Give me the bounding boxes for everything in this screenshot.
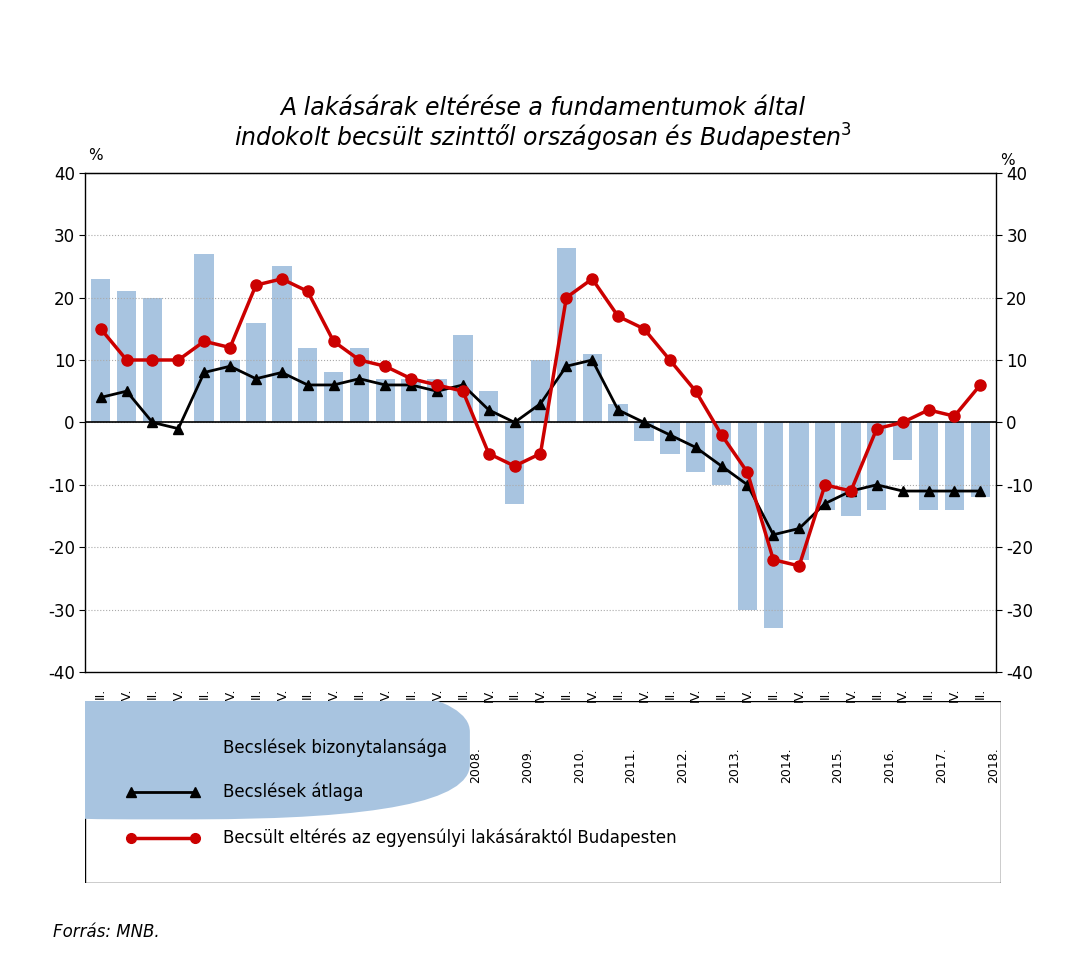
Text: IV.: IV. <box>586 687 599 702</box>
Text: IV.: IV. <box>689 687 702 702</box>
Bar <box>454 335 473 422</box>
Text: IV.: IV. <box>224 687 236 702</box>
Bar <box>220 360 240 422</box>
Text: II.: II. <box>922 687 935 699</box>
Bar <box>557 248 576 422</box>
Text: II.: II. <box>767 687 780 699</box>
Bar <box>324 372 343 422</box>
Text: 2009.: 2009. <box>521 747 534 782</box>
Bar <box>919 422 938 510</box>
Bar <box>892 422 913 460</box>
Bar <box>298 348 317 422</box>
Bar <box>349 348 370 422</box>
Text: IV.: IV. <box>741 687 754 702</box>
Text: 2016.: 2016. <box>883 747 897 782</box>
Bar <box>686 422 705 472</box>
Bar <box>583 354 602 422</box>
Bar <box>816 422 835 510</box>
Text: 2011.: 2011. <box>624 747 638 782</box>
Text: indokolt becsült szinttől országosan és Budapesten$^{3}$: indokolt becsült szinttől országosan és … <box>234 121 852 154</box>
Text: IV.: IV. <box>948 687 961 702</box>
Bar <box>841 422 861 516</box>
Text: 2003.: 2003. <box>211 747 224 782</box>
Bar <box>376 379 395 422</box>
Text: IV.: IV. <box>171 687 185 702</box>
Bar <box>195 253 214 422</box>
Text: 2015.: 2015. <box>832 747 845 782</box>
Bar <box>764 422 783 629</box>
Text: 2007.: 2007. <box>417 747 430 782</box>
Text: IV.: IV. <box>896 687 910 702</box>
Text: IV.: IV. <box>482 687 495 702</box>
Bar <box>867 422 886 510</box>
Text: IV.: IV. <box>430 687 443 702</box>
Bar <box>246 323 265 422</box>
Text: IV.: IV. <box>275 687 289 702</box>
Bar <box>272 266 292 422</box>
Text: II.: II. <box>353 687 366 699</box>
Text: II.: II. <box>973 687 987 699</box>
Text: 2014.: 2014. <box>780 747 792 782</box>
Bar <box>970 422 990 497</box>
Text: 2001.: 2001. <box>108 747 120 782</box>
Text: 2005.: 2005. <box>314 747 327 782</box>
Text: II.: II. <box>198 687 211 699</box>
Bar <box>789 422 809 560</box>
Text: 2008.: 2008. <box>470 747 482 782</box>
Bar <box>608 403 627 422</box>
Text: Becslések átlaga: Becslések átlaga <box>223 782 363 802</box>
Text: II.: II. <box>663 687 676 699</box>
Text: IV.: IV. <box>120 687 133 702</box>
Bar <box>143 298 162 422</box>
Text: 2006.: 2006. <box>366 747 379 782</box>
Text: 2017.: 2017. <box>935 747 948 782</box>
Text: 2013.: 2013. <box>728 747 741 782</box>
Text: II.: II. <box>508 687 521 699</box>
Bar <box>945 422 964 510</box>
Text: %: % <box>87 149 102 163</box>
Text: 2012.: 2012. <box>676 747 689 782</box>
Text: IV.: IV. <box>327 687 340 702</box>
Text: 2018.: 2018. <box>986 747 1000 782</box>
Text: IV.: IV. <box>638 687 651 702</box>
Bar <box>635 422 654 442</box>
Bar <box>91 278 111 422</box>
Text: 2010.: 2010. <box>573 747 586 782</box>
Text: Becslések bizonytalansága: Becslések bizonytalansága <box>223 739 446 757</box>
Text: II.: II. <box>249 687 262 699</box>
Text: 2004.: 2004. <box>262 747 276 782</box>
Text: A lakásárak eltérése a fundamentumok által: A lakásárak eltérése a fundamentumok ált… <box>280 96 806 120</box>
Text: II.: II. <box>560 687 573 699</box>
Bar <box>738 422 757 610</box>
Text: II.: II. <box>870 687 883 699</box>
Text: IV.: IV. <box>792 687 806 702</box>
Text: %: % <box>1000 153 1015 168</box>
Text: II.: II. <box>146 687 159 699</box>
Text: 2002.: 2002. <box>159 747 171 782</box>
Text: Forrás: MNB.: Forrás: MNB. <box>53 923 160 941</box>
Bar <box>427 379 446 422</box>
Text: II.: II. <box>301 687 314 699</box>
Text: II.: II. <box>457 687 470 699</box>
Bar <box>402 379 421 422</box>
Bar <box>479 392 498 422</box>
Bar <box>117 291 136 422</box>
Text: II.: II. <box>94 687 108 699</box>
FancyBboxPatch shape <box>0 677 470 819</box>
Bar <box>505 422 524 503</box>
Text: Becsült eltérés az egyensúlyi lakásáraktól Budapesten: Becsült eltérés az egyensúlyi lakásárakt… <box>223 828 676 847</box>
Text: II.: II. <box>715 687 728 699</box>
Text: II.: II. <box>819 687 832 699</box>
Text: II.: II. <box>611 687 624 699</box>
Text: IV.: IV. <box>534 687 547 702</box>
Bar <box>660 422 679 453</box>
Bar <box>530 360 551 422</box>
Text: II.: II. <box>405 687 417 699</box>
Bar <box>711 422 732 485</box>
Text: IV.: IV. <box>379 687 392 702</box>
Text: IV.: IV. <box>845 687 857 702</box>
